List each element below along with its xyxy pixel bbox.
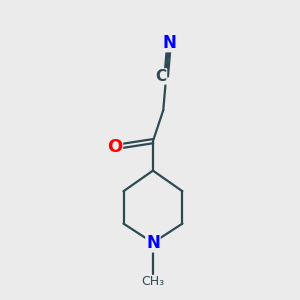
Text: N: N	[146, 234, 160, 252]
Text: O: O	[107, 138, 122, 156]
Text: N: N	[162, 34, 176, 52]
Text: CH₃: CH₃	[141, 275, 164, 288]
Text: C: C	[155, 69, 167, 84]
